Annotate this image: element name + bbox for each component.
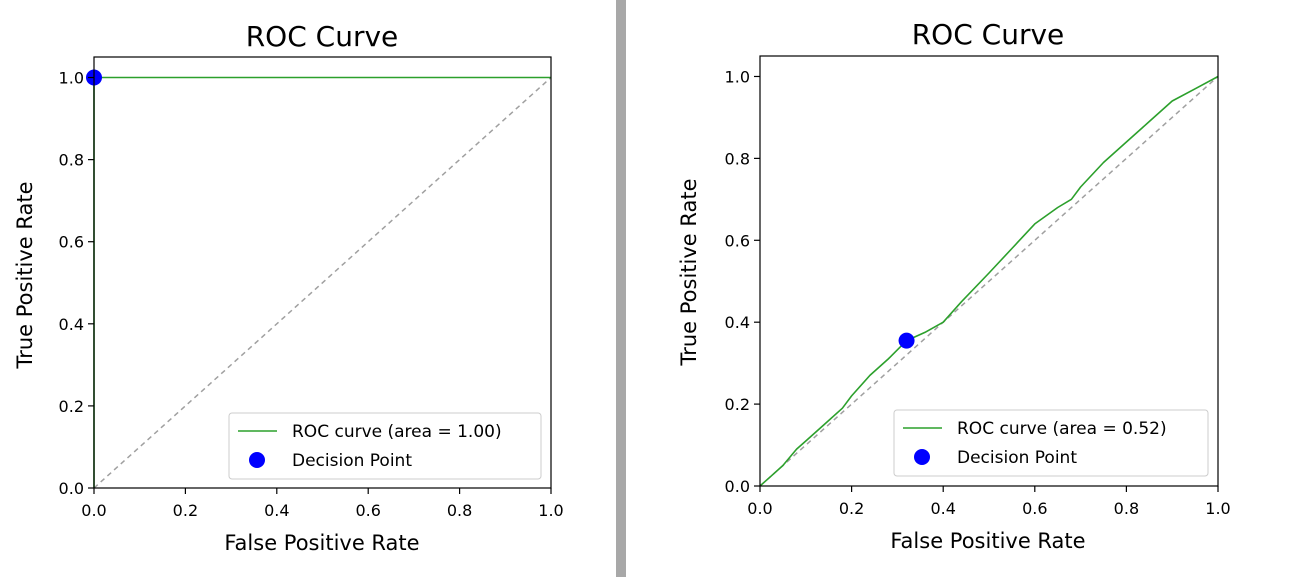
legend-label-roc: ROC curve (area = 1.00) xyxy=(292,422,502,442)
y-tick-label: 0.2 xyxy=(59,397,84,416)
y-tick-label: 1.0 xyxy=(725,67,750,86)
roc-chart-panel-left: ROC Curve 0.0 0.2 0.4 0.6 0.8 1.0 0.0 0.2 0.4 0.6 0… xyxy=(0,0,616,577)
legend-marker-swatch xyxy=(249,452,265,468)
x-tick-label: 0.6 xyxy=(1022,499,1047,518)
x-tick-label: 0.6 xyxy=(355,501,380,520)
legend: ROC curve (area = 1.00) Decision Point xyxy=(228,412,542,480)
plot-frame xyxy=(93,56,552,489)
x-tick-label: 0.8 xyxy=(1114,499,1139,518)
y-tick-label: 1.0 xyxy=(59,69,84,88)
x-tick-label: 1.0 xyxy=(1205,499,1230,518)
roc-curve-line xyxy=(759,75,1219,487)
x-tick-label: 0.4 xyxy=(930,499,955,518)
y-tick-label: 0.6 xyxy=(59,233,84,252)
y-tick-label: 0.2 xyxy=(725,395,750,414)
x-tick-label: 1.0 xyxy=(538,501,563,520)
chart-title: ROC Curve xyxy=(246,20,399,53)
decision-point-marker xyxy=(898,332,915,349)
x-tick-label: 0.4 xyxy=(264,501,289,520)
x-axis-label: False Positive Rate xyxy=(890,529,1085,553)
roc-chart-panel-right: ROC Curve 0.0 0.2 0.4 0.6 0.8 1.0 0.0 0.2 0.4 0.6 0… xyxy=(626,0,1300,577)
x-tick-label: 0.8 xyxy=(447,501,472,520)
y-tick-label: 0.6 xyxy=(725,231,750,250)
legend-label-roc: ROC curve (area = 0.52) xyxy=(957,419,1167,439)
legend-label-decision: Decision Point xyxy=(292,451,412,471)
panel-divider xyxy=(616,0,626,577)
x-tick-label: 0.0 xyxy=(81,501,106,520)
y-tick-label: 0.0 xyxy=(59,479,84,498)
y-tick-label: 0.8 xyxy=(725,149,750,168)
x-tick-label: 0.2 xyxy=(173,501,198,520)
legend-box xyxy=(228,412,542,480)
roc-chart-right: ROC Curve 0.0 0.2 0.4 0.6 0.8 1.0 0.0 0.2 0.4 0.6 0… xyxy=(677,18,1231,553)
chance-diagonal-line xyxy=(93,76,552,489)
plot-frame xyxy=(759,55,1219,487)
legend: ROC curve (area = 0.52) Decision Point xyxy=(893,409,1209,477)
chart-title: ROC Curve xyxy=(912,18,1065,51)
y-tick-label: 0.0 xyxy=(725,477,750,496)
chance-diagonal-line xyxy=(759,75,1219,487)
legend-box xyxy=(893,409,1209,477)
y-axis-label: True Positive Rate xyxy=(13,181,37,369)
roc-chart-left: ROC Curve 0.0 0.2 0.4 0.6 0.8 1.0 0.0 0.2 0.4 0.6 0… xyxy=(13,20,564,555)
x-tick-label: 0.0 xyxy=(747,499,772,518)
y-tick-label: 0.4 xyxy=(725,313,750,332)
legend-marker-swatch xyxy=(914,449,930,465)
legend-label-decision: Decision Point xyxy=(957,448,1077,468)
x-axis-label: False Positive Rate xyxy=(224,531,419,555)
y-axis-label: True Positive Rate xyxy=(677,178,701,366)
y-tick-label: 0.4 xyxy=(59,315,84,334)
x-tick-label: 0.2 xyxy=(839,499,864,518)
y-tick-label: 0.8 xyxy=(59,151,84,170)
